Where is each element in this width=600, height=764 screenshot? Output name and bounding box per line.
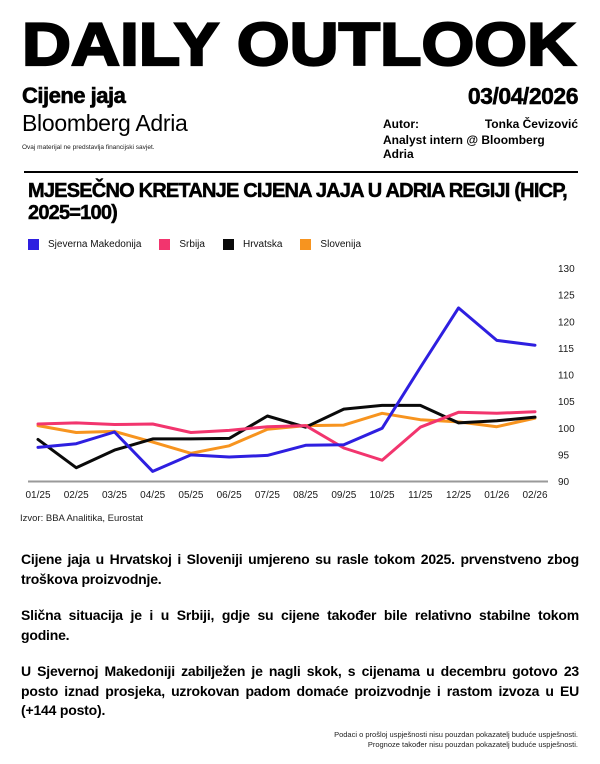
legend-label: Slovenija: [320, 238, 362, 250]
legend-swatch-icon: [159, 238, 171, 250]
legend-item-hrvatska: Hrvatska: [222, 238, 283, 250]
y-tick-label: 130: [558, 264, 575, 275]
header-divider: [24, 171, 578, 174]
series-line-sjeverna-makedonija: [36, 306, 537, 473]
series-line-hrvatska: [36, 403, 537, 470]
x-tick-label: 01/26: [484, 490, 509, 501]
legend-label: Hrvatska: [242, 238, 283, 250]
author-name: Tonka Čevizović: [484, 117, 578, 132]
x-tick-label: 08/25: [293, 490, 318, 501]
chart-title-line1: MJESEČNO KRETANJE CIJENA JAJA U ADRIA RE…: [28, 180, 568, 203]
header-disclaimer: Ovaj materijal ne predstavlja financijsk…: [22, 144, 155, 152]
author-row: Autor: Tonka Čevizović: [383, 117, 578, 131]
legend-swatch-icon: [300, 238, 312, 250]
y-tick-label: 95: [558, 450, 570, 461]
series-line-srbija: [36, 410, 537, 462]
x-tick-label: 11/25: [408, 490, 433, 501]
author-title: Analyst intern @ Bloomberg Adria: [383, 133, 545, 162]
chart-title-line2: 2025=100): [28, 201, 118, 224]
article-body: Cijene jaja u Hrvatskoj i Sloveniji umje…: [21, 550, 579, 721]
x-tick-label: 07/25: [255, 490, 280, 501]
newsletter-page: { "header": { "masthead": "DAILY OUTLOOK…: [0, 14, 600, 764]
x-tick-label: 06/25: [217, 490, 242, 501]
x-tick-label: 10/25: [370, 490, 395, 501]
paragraph-croatia-slovenia: Cijene jaja u Hrvatskoj i Sloveniji umje…: [21, 550, 579, 587]
legend-label: Srbija: [179, 238, 205, 250]
legend-label: Sjeverna Makedonija: [48, 238, 142, 250]
legend-swatch-icon: [28, 238, 39, 250]
brand-name: Bloomberg Adria: [22, 110, 188, 137]
header-row: Cijene jaja Bloomberg Adria Ovaj materij…: [22, 83, 579, 162]
masthead-title: DAILY OUTLOOK: [22, 14, 576, 76]
y-tick-label: 110: [558, 370, 574, 381]
header: DAILY OUTLOOK Cijene jaja Bloomberg Adri…: [22, 14, 579, 162]
y-tick-label: 125: [558, 291, 575, 302]
header-right: 03/04/2026 Autor: Tonka Čevizović Analys…: [383, 83, 579, 162]
y-tick-label: 115: [558, 344, 574, 355]
x-tick-label: 04/25: [140, 490, 165, 501]
x-tick-label: 05/25: [178, 490, 203, 501]
paragraph-serbia: Slična situacija je i u Srbiji, gdje su …: [21, 607, 579, 643]
x-tick-label: 12/25: [446, 490, 471, 501]
x-tick-label: 09/25: [331, 490, 356, 501]
legend-item-srbija: Srbija: [159, 238, 205, 250]
x-tick-label: 02/26: [522, 490, 547, 501]
price-chart: 90 95 100 105 110 115 120 125 130 01/25 02/25 03/25…: [25, 264, 575, 501]
footer-line-1: Podaci o prošloj uspješnosti nisu pouzda…: [334, 729, 578, 739]
issue-topic: Cijene jaja: [22, 83, 126, 108]
masthead-logo: DAILY OUTLOOK: [22, 14, 577, 76]
x-tick-label: 03/25: [102, 490, 127, 501]
y-tick-label: 100: [558, 424, 575, 435]
issue-date: 03/04/2026: [467, 83, 579, 109]
chart-source: Izvor: BBA Analitika, Eurostat: [20, 512, 144, 524]
x-tick-label: 01/25: [25, 490, 50, 501]
footer-line-2: Prognoze također nisu pouzdan pokazatelj…: [367, 739, 578, 749]
legend-item-sjeverna-makedonija: Sjeverna Makedonija: [28, 238, 142, 250]
header-left: Cijene jaja Bloomberg Adria Ovaj materij…: [22, 83, 188, 161]
chart-title: MJESEČNO KRETANJE CIJENA JAJA U ADRIA RE…: [28, 180, 578, 224]
chart-legend: Sjeverna Makedonija Srbija Hrvatska Sloveni…: [28, 238, 600, 250]
paragraph-north-macedonia: U Sjevernoj Makedoniji zabilježen je nag…: [21, 663, 579, 719]
y-tick-label: 90: [558, 477, 570, 488]
legend-swatch-icon: [222, 238, 234, 250]
x-tick-label: 02/25: [64, 490, 89, 501]
footer-disclaimer: Podaci o prošloj uspješnosti nisu pouzda…: [334, 730, 578, 750]
author-label: Autor:: [383, 117, 419, 132]
y-tick-label: 120: [558, 317, 575, 328]
y-tick-label: 105: [558, 397, 575, 408]
legend-item-slovenija: Slovenija: [300, 238, 362, 250]
